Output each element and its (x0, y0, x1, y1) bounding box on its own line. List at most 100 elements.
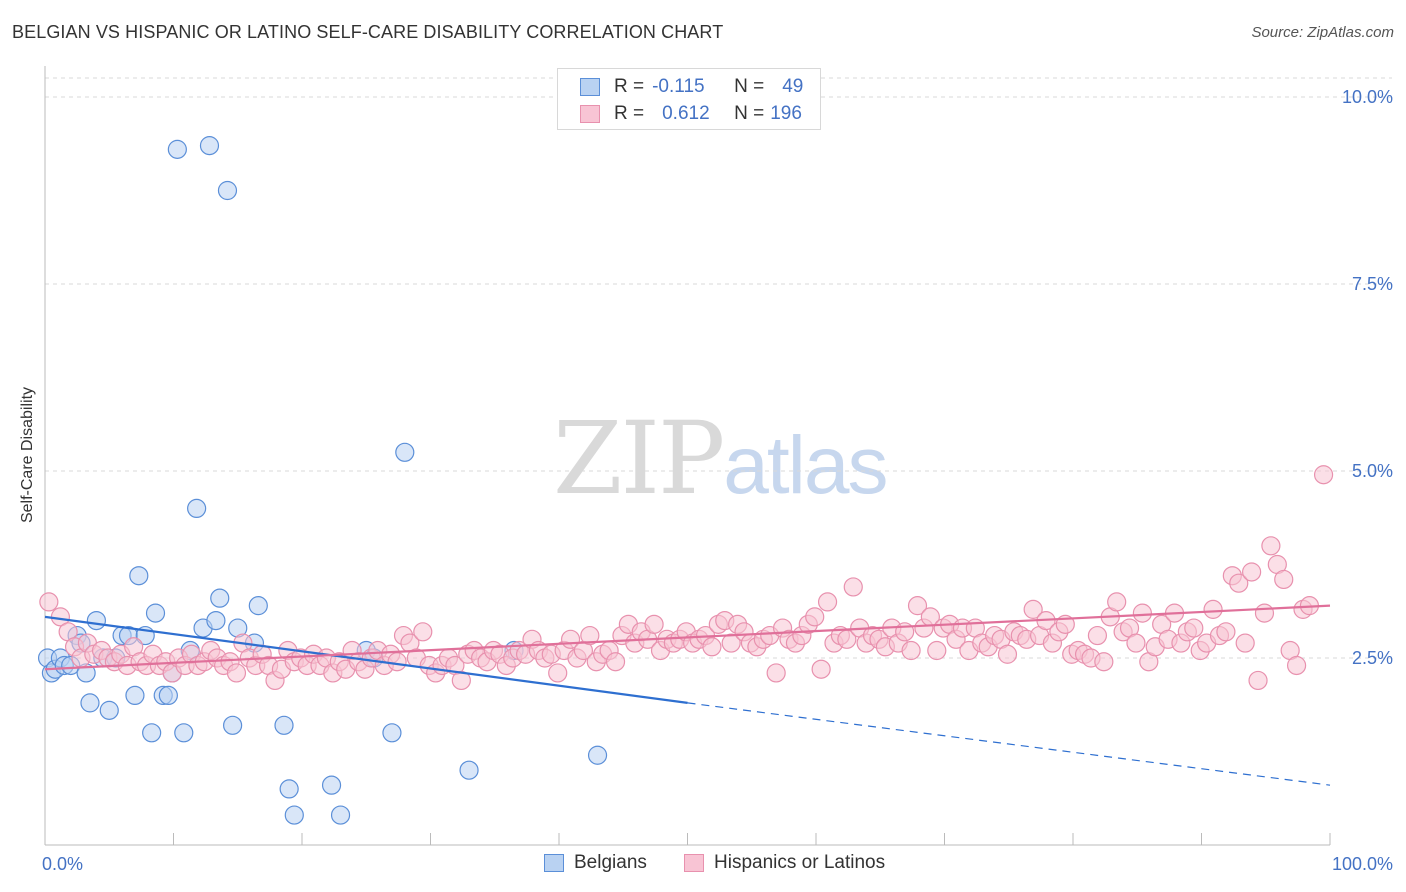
hispanic-point (1274, 569, 1294, 590)
hispanic-point (766, 663, 786, 683)
legend-n-value: 49 (782, 76, 804, 97)
belgian-point (174, 723, 194, 743)
belgian-point (217, 180, 238, 201)
y-tick-label: 2.5% (1352, 648, 1393, 668)
belgian-point (382, 723, 402, 743)
series-legend: Belgians Hispanics or Latinos (0, 852, 1406, 878)
belgians-swatch (580, 78, 600, 96)
legend-n-label: N = (734, 76, 765, 97)
hispanic-point (901, 640, 921, 661)
belgian-point (330, 805, 351, 825)
hispanic-point (805, 607, 825, 627)
belgian-point (199, 136, 220, 156)
hispanic-point (1107, 592, 1127, 612)
belgian-point (167, 139, 187, 159)
hispanic-point (1261, 536, 1281, 556)
hispanic-point (1094, 652, 1114, 672)
belgian-point (274, 715, 294, 735)
legend-n-label: N = (734, 103, 765, 124)
hispanic-point (1254, 603, 1275, 623)
hispanic-point (811, 659, 831, 679)
belgian-point (321, 775, 342, 795)
hispanic-point (1132, 603, 1152, 623)
hispanics-swatch (684, 854, 704, 872)
belgian-point (223, 715, 243, 735)
hispanic-point (1184, 618, 1204, 638)
belgians-swatch (544, 854, 564, 872)
hispanic-point (1248, 670, 1268, 691)
hispanic-point (226, 663, 247, 683)
y-tick-label: 5.0% (1352, 461, 1393, 481)
hispanic-point (843, 577, 863, 597)
legend-row-hispanics: R = 0.612 N = 196 (580, 102, 802, 126)
hispanic-point (1235, 633, 1255, 653)
legend-r-label: R = (614, 76, 645, 97)
y-tick-label: 10.0% (1342, 87, 1393, 107)
belgian-point (279, 779, 299, 799)
hispanic-point (817, 592, 838, 612)
hispanics-trend-line (44, 604, 1331, 671)
source-label: Source: ZipAtlas.com (1251, 24, 1394, 41)
legend-r-label: R = (614, 103, 645, 124)
belgian-point (80, 693, 100, 713)
x-tick-label: 0.0% (42, 854, 83, 874)
legend-row-belgians: R = -0.115 N = 49 (580, 75, 803, 99)
belgian-point (187, 498, 207, 518)
hispanic-point (1203, 599, 1223, 619)
belgians-points (37, 136, 608, 825)
belgian-point (142, 723, 162, 743)
hispanic-point (580, 625, 600, 646)
belgians-trend-extension (687, 702, 1331, 786)
hispanic-point (702, 637, 722, 657)
watermark: ZIPatlas (553, 400, 889, 517)
belgian-point (210, 588, 230, 608)
x-tick-label: 100.0% (1332, 854, 1393, 874)
belgian-point (86, 610, 107, 631)
hispanic-point (413, 622, 433, 642)
legend-label: Belgians (574, 852, 647, 873)
hispanics-points (39, 465, 1334, 691)
watermark-zip: ZIP (553, 400, 725, 517)
legend-n-value: 196 (770, 103, 802, 124)
legend-r-value: -0.115 (652, 76, 705, 97)
hispanic-point (1313, 465, 1334, 485)
hispanic-point (1126, 633, 1146, 653)
belgian-point (284, 805, 304, 825)
belgian-point (587, 745, 608, 765)
hispanic-point (1286, 655, 1307, 676)
legend-r-value: 0.612 (662, 103, 710, 124)
hispanic-point (644, 614, 664, 634)
hispanic-point (39, 592, 59, 612)
y-tick-label: 7.5% (1352, 274, 1393, 294)
hispanic-point (927, 640, 947, 661)
hispanic-point (1229, 573, 1249, 593)
hispanic-point (451, 670, 471, 691)
axes (44, 66, 1331, 846)
belgian-point (99, 700, 119, 720)
hispanic-point (548, 663, 568, 683)
hispanic-point (907, 596, 928, 616)
hispanic-point (1242, 562, 1262, 582)
hispanics-swatch (580, 105, 600, 123)
watermark-atlas: atlas (723, 420, 888, 511)
hispanic-point (1216, 622, 1236, 642)
hispanic-point (1087, 625, 1108, 646)
hispanic-point (997, 644, 1018, 664)
belgian-point (125, 685, 145, 706)
hispanic-point (387, 652, 407, 672)
hispanic-point (605, 652, 626, 672)
belgian-point (145, 603, 166, 623)
legend-item-belgians: Belgians (544, 852, 647, 874)
hispanic-point (721, 633, 741, 653)
belgian-point (129, 566, 149, 586)
belgian-point (248, 596, 268, 616)
stats-legend: R = -0.115 N = 49 R = 0.612 N = 196 (557, 68, 821, 130)
belgians-trend-line (44, 615, 688, 704)
belgian-point (158, 685, 178, 706)
legend-item-hispanics: Hispanics or Latinos (684, 852, 885, 874)
chart-title: BELGIAN VS HISPANIC OR LATINO SELF-CARE … (12, 22, 724, 42)
gridlines (45, 77, 1392, 659)
legend-label: Hispanics or Latinos (714, 852, 886, 873)
tick-labels: 2.5% 5.0% 7.5% 10.0% 0.0% 100.0% (42, 87, 1393, 874)
